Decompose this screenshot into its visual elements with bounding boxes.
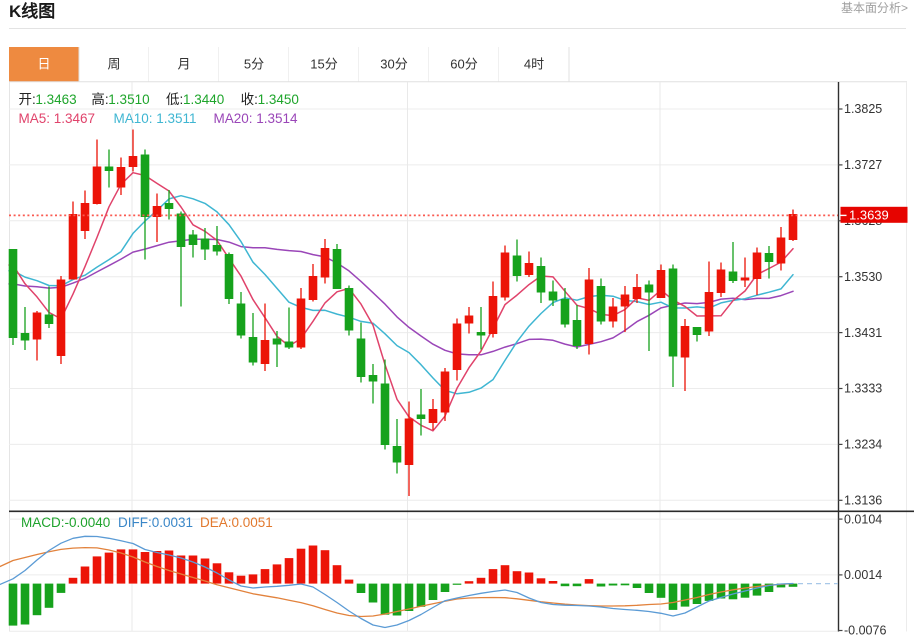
- svg-text:基本面分析>: 基本面分析>: [841, 1, 908, 15]
- svg-text:5分: 5分: [244, 57, 264, 72]
- svg-text:4时: 4时: [524, 57, 544, 72]
- svg-text:1.3530: 1.3530: [844, 270, 882, 284]
- svg-text:1.3510: 1.3510: [108, 92, 149, 107]
- svg-text:DEA:0.0051: DEA:0.0051: [200, 515, 273, 530]
- svg-text:1.3136: 1.3136: [844, 494, 882, 508]
- svg-text:收:: 收:: [241, 92, 258, 107]
- svg-text:1.3333: 1.3333: [844, 382, 882, 396]
- svg-text:1.3463: 1.3463: [35, 92, 76, 107]
- svg-text:日: 日: [37, 57, 50, 72]
- svg-text:1.3431: 1.3431: [844, 326, 882, 340]
- svg-text:MA10: 1.3511: MA10: 1.3511: [114, 111, 197, 126]
- svg-text:0.0014: 0.0014: [844, 568, 882, 582]
- svg-text:月: 月: [177, 57, 190, 72]
- svg-text:0.0104: 0.0104: [844, 512, 882, 526]
- svg-text:低:: 低:: [166, 92, 183, 107]
- svg-text:1.3639: 1.3639: [849, 208, 889, 223]
- svg-text:1.3234: 1.3234: [844, 438, 882, 452]
- svg-text:60分: 60分: [450, 57, 477, 72]
- svg-text:-0.0076: -0.0076: [844, 624, 886, 638]
- svg-text:1.3727: 1.3727: [844, 158, 882, 172]
- svg-text:1.3825: 1.3825: [844, 102, 882, 116]
- svg-text:MA5: 1.3467: MA5: 1.3467: [19, 111, 96, 126]
- svg-text:MA20: 1.3514: MA20: 1.3514: [214, 111, 299, 126]
- svg-text:开:: 开:: [19, 92, 36, 107]
- svg-text:K线图: K线图: [9, 1, 55, 21]
- svg-text:周: 周: [107, 57, 120, 72]
- svg-text:1.3450: 1.3450: [258, 92, 299, 107]
- svg-text:30分: 30分: [380, 57, 407, 72]
- svg-text:MACD:-0.0040: MACD:-0.0040: [21, 515, 110, 530]
- svg-text:DIFF:0.0031: DIFF:0.0031: [118, 515, 193, 530]
- svg-text:1.3440: 1.3440: [183, 92, 224, 107]
- svg-text:高:: 高:: [91, 91, 108, 107]
- svg-text:15分: 15分: [310, 57, 337, 72]
